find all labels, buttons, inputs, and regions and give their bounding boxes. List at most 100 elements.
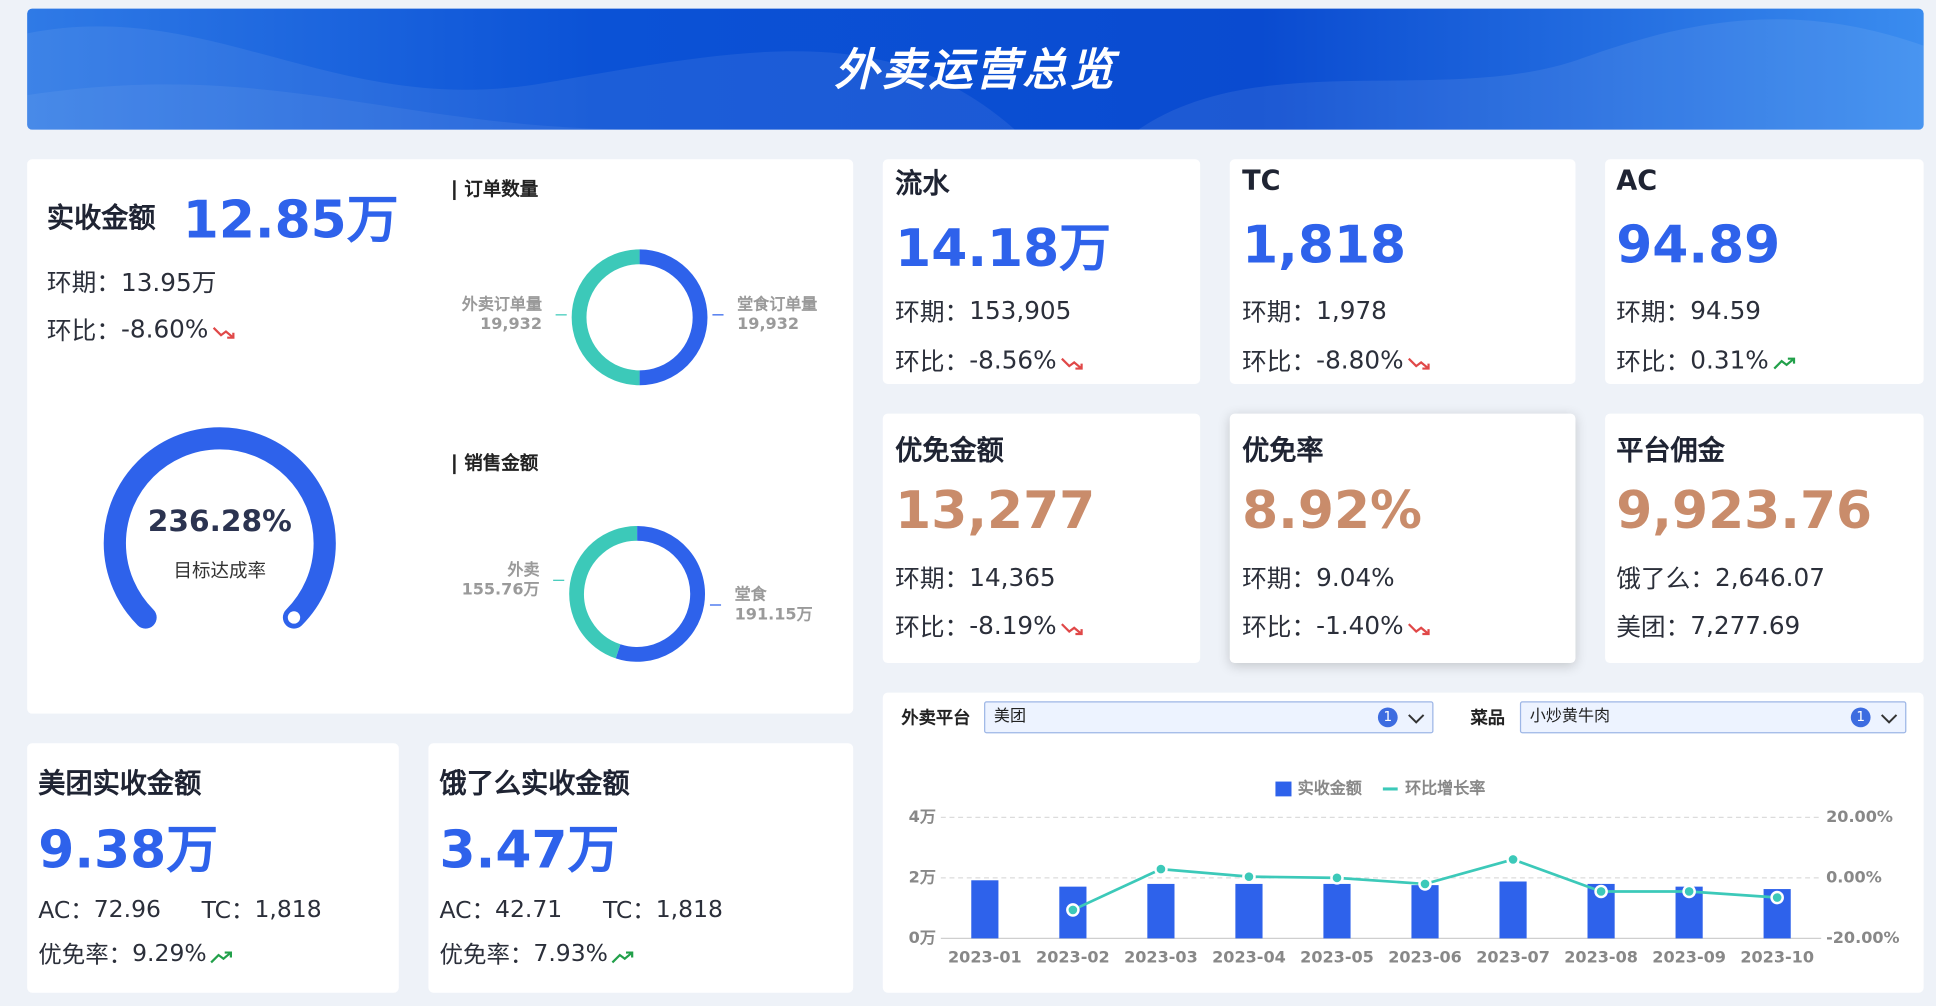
card-title: 美团实收金额 [38, 769, 202, 801]
header: 外卖运营总览 [27, 8, 1924, 130]
card-title: 优免率 [1242, 435, 1324, 467]
filter-value: 美团 [993, 707, 1027, 727]
metric-label: AC： [38, 897, 94, 925]
card [1605, 159, 1924, 384]
donut-value-label: 191.15万 [735, 604, 813, 623]
card-row: 环期： 153,905 [895, 292, 1071, 328]
legend-label: 环比增长率 [1405, 778, 1485, 797]
donut-segment [569, 525, 638, 659]
card-row: 饿了么： 2,646.07 [1616, 559, 1825, 595]
trend-line [612, 951, 634, 963]
trend-head [226, 332, 235, 339]
x-tick-label: 2023-08 [1564, 948, 1638, 967]
bar [1411, 885, 1439, 939]
filter-count: 1 [1377, 707, 1398, 728]
title-bar [453, 454, 456, 475]
card-row: 环比： -1.40% [1242, 607, 1432, 643]
title-bar [453, 180, 456, 201]
x-tick-label: 2023-03 [1124, 948, 1198, 967]
card-row: 环比： -8.19% [895, 607, 1085, 643]
metric-label: 环比： [1616, 346, 1691, 376]
metric-label: AC： [439, 897, 496, 925]
y2-tick-label: 20.00% [1826, 807, 1893, 826]
metric-label: 环期： [895, 296, 970, 327]
line-marker [1506, 852, 1520, 867]
chart-title: 销售金额 [464, 453, 539, 475]
metric-label: 环期： [46, 267, 122, 297]
gauge-end [287, 611, 301, 624]
metric-value: 9.29% [132, 939, 207, 967]
donut-label: 外卖订单量 [462, 294, 542, 313]
trend-icon [1407, 622, 1430, 635]
card-row: AC： 72.96 TC： 1,818 [38, 892, 321, 925]
trend-icon [612, 950, 634, 963]
metric-label: 环比： [895, 611, 970, 642]
card-row: 环比： 0.31% [1616, 341, 1797, 377]
card-row: AC： 42.71 TC： 1,818 [440, 892, 723, 925]
chevron [1880, 714, 1898, 724]
metric-value: 13.95万 [121, 267, 217, 297]
donut-segment [571, 249, 640, 386]
trend-icon [1060, 622, 1083, 635]
metric-value: 0.31% [1690, 344, 1769, 375]
metric-value: 9.04% [1316, 561, 1395, 592]
metric-value: 153,905 [969, 295, 1072, 325]
line-marker [1594, 884, 1608, 899]
trend-icon [1060, 357, 1083, 370]
filter-select[interactable]: 小炒黄牛肉 1 [1519, 701, 1907, 734]
line-marker [1770, 890, 1784, 905]
trend-icon [1772, 356, 1795, 369]
metric-label: 环比： [1242, 611, 1317, 642]
metric-value: -8.56% [969, 344, 1057, 375]
metric-value: -8.19% [969, 609, 1057, 640]
metric-value: 72.96 [93, 895, 161, 923]
filter-select[interactable]: 美团 1 [984, 701, 1434, 734]
card-value: 13,277 [895, 479, 1096, 541]
metric-label: 环期： [1242, 296, 1317, 327]
y-tick-label: 2万 [909, 867, 936, 886]
trend-head [1422, 628, 1430, 635]
card-title: AC [1616, 166, 1658, 197]
trend-line [210, 951, 233, 963]
metric-label: 环比： [1242, 346, 1317, 376]
donut-segment [639, 249, 708, 386]
card-row: 环期： 14,365 [895, 559, 1055, 595]
card-title: 饿了么实收金额 [439, 769, 630, 801]
gauge-label: 目标达成率 [173, 561, 266, 582]
trend-icon [210, 950, 233, 963]
header-waves [27, 19, 1924, 130]
x-tick-label: 2023-10 [1740, 948, 1814, 967]
trend-line [1772, 357, 1795, 369]
bar [1235, 883, 1263, 939]
trend-head [1787, 356, 1795, 364]
bar [971, 880, 999, 939]
donut-label: 外卖 [507, 560, 539, 579]
trend-line [1060, 357, 1083, 369]
metric-label: 优免率： [439, 941, 534, 969]
chevron [1408, 714, 1425, 724]
trend-line [1060, 622, 1083, 635]
card-row: 优免率： 7.93% [440, 937, 637, 970]
x-tick-label: 2023-01 [948, 948, 1022, 967]
card-row: 环比： -8.60% [47, 311, 237, 347]
metric-label: TC： [602, 897, 656, 925]
donut-segment [615, 525, 705, 662]
metric-value: -1.40% [1316, 609, 1404, 640]
metric-label: 环期： [895, 563, 970, 594]
line-marker [1242, 869, 1256, 884]
card [428, 743, 854, 993]
card-row: 环期： 9.04% [1242, 559, 1395, 595]
card-row: 环期： 13.95万 [47, 262, 216, 298]
donut-value-label: 19,932 [480, 314, 542, 333]
trend-head [1075, 628, 1083, 635]
metric-value: 94.59 [1690, 295, 1762, 325]
card [1229, 413, 1576, 664]
trend-head [225, 950, 233, 957]
line-marker [1682, 884, 1696, 899]
metric-label: 饿了么： [1616, 563, 1715, 594]
card [882, 159, 1201, 384]
card-value: 1,818 [1242, 214, 1407, 275]
